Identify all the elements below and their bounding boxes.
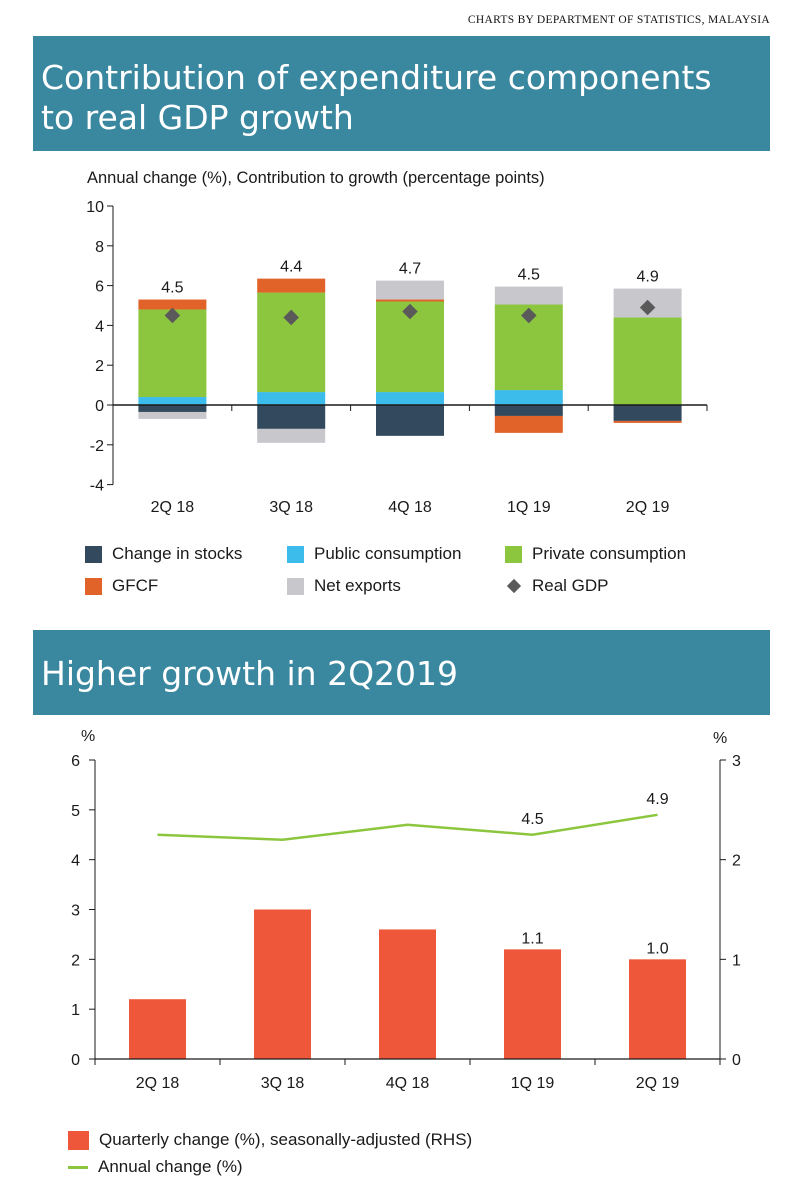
y-tick-label: 6 xyxy=(95,279,104,296)
bar-segment xyxy=(257,292,326,393)
chart1-title-banner: Contribution of expenditure components t… xyxy=(33,36,770,151)
legend-label-private-consumption: Private consumption xyxy=(532,544,687,563)
quarterly-bar xyxy=(379,929,436,1059)
chart1-subtitle: Annual change (%), Contribution to growt… xyxy=(87,169,545,187)
x-tick-label: 2Q 18 xyxy=(151,499,195,516)
left-y-tick-label: 2 xyxy=(71,952,80,969)
quarterly-bar-label: 1.0 xyxy=(646,940,668,957)
chart2-title-banner: Higher growth in 2Q2019 xyxy=(33,630,770,715)
y-tick-label: -4 xyxy=(90,478,104,495)
bar-segment xyxy=(376,405,444,436)
y-tick-label: 2 xyxy=(95,358,104,375)
real-gdp-label: 4.5 xyxy=(518,267,540,284)
bar-segment xyxy=(138,405,207,412)
x-tick-label: 4Q 18 xyxy=(386,1075,430,1092)
legend-swatch-public-consumption xyxy=(287,545,304,563)
bar-segment xyxy=(376,392,444,405)
legend-line-annual-change xyxy=(68,1165,88,1169)
bar-segment xyxy=(494,405,563,416)
legend-label-quarterly-change: Quarterly change (%), seasonally-adjuste… xyxy=(99,1130,473,1149)
bar-segment xyxy=(138,309,207,398)
legend-swatch-net-exports xyxy=(287,577,304,595)
x-tick-label: 2Q 19 xyxy=(626,499,670,516)
real-gdp-label: 4.5 xyxy=(161,280,183,297)
y-tick-label: 0 xyxy=(95,398,104,415)
real-gdp-marker xyxy=(164,307,181,324)
left-axis-unit: % xyxy=(81,728,95,745)
left-y-tick-label: 4 xyxy=(71,853,80,870)
bar-segment xyxy=(138,299,207,310)
right-y-tick-label: 1 xyxy=(732,952,741,969)
quarterly-bar xyxy=(129,999,186,1059)
x-tick-label: 1Q 19 xyxy=(507,499,551,516)
legend-quarterly-change: Quarterly change (%), seasonally-adjuste… xyxy=(68,1130,472,1150)
real-gdp-label: 4.7 xyxy=(399,261,421,278)
bar-segment xyxy=(376,280,444,300)
legend-change-in-stocks: Change in stocks xyxy=(85,544,242,564)
left-y-tick-label: 1 xyxy=(71,1002,80,1019)
bar-segment xyxy=(613,405,682,421)
bar-segment xyxy=(613,317,682,405)
bar-segment xyxy=(494,415,563,433)
chart-credit: CHARTS BY DEPARTMENT OF STATISTICS, MALA… xyxy=(467,14,770,26)
chart2-title: Higher growth in 2Q2019 xyxy=(41,654,459,693)
bar-segment xyxy=(376,299,444,302)
legend-label-annual-change: Annual change (%) xyxy=(98,1157,243,1176)
legend-label-change-in-stocks: Change in stocks xyxy=(112,544,243,563)
legend-gfcf: GFCF xyxy=(85,576,158,596)
y-tick-label: 10 xyxy=(86,199,104,216)
legend-private-consumption: Private consumption xyxy=(505,544,686,564)
legend-label-gfcf: GFCF xyxy=(112,576,159,595)
x-tick-label: 2Q 18 xyxy=(136,1075,180,1092)
bar-segment xyxy=(494,390,563,405)
right-y-tick-label: 0 xyxy=(732,1052,741,1069)
quarterly-bar xyxy=(504,949,561,1059)
legend-label-public-consumption: Public consumption xyxy=(314,544,462,563)
x-tick-label: 2Q 19 xyxy=(636,1075,680,1092)
bar-segment xyxy=(494,286,563,305)
bar-segment xyxy=(613,420,682,423)
x-tick-label: 3Q 18 xyxy=(261,1075,305,1092)
bar-segment xyxy=(257,405,326,429)
right-y-tick-label: 3 xyxy=(732,753,741,770)
legend-label-real-gdp: Real GDP xyxy=(532,576,609,595)
right-y-tick-label: 2 xyxy=(732,853,741,870)
left-y-tick-label: 3 xyxy=(71,903,80,920)
y-tick-label: 8 xyxy=(95,239,104,256)
legend-label-net-exports: Net exports xyxy=(314,576,401,595)
annual-line-label: 4.9 xyxy=(646,791,668,808)
x-tick-label: 1Q 19 xyxy=(511,1075,555,1092)
legend-annual-change: Annual change (%) xyxy=(68,1157,243,1177)
legend-swatch-quarterly-change xyxy=(68,1130,89,1150)
legend-swatch-change-in-stocks xyxy=(85,545,102,563)
bar-segment xyxy=(257,428,326,443)
x-tick-label: 3Q 18 xyxy=(269,499,313,516)
chart1-plot: 10 8 6 4 2 0 -2 -4 4.5 4.4 4.7 4.5 4.9 2Q 18 3Q 18 4Q… xyxy=(86,199,708,516)
legend-public-consumption: Public consumption xyxy=(287,544,461,564)
legend-net-exports: Net exports xyxy=(287,576,401,596)
legend-real-gdp: Real GDP xyxy=(505,576,609,596)
quarterly-bar-label: 1.1 xyxy=(521,930,543,947)
annual-change-line xyxy=(157,813,658,841)
y-tick-label: 4 xyxy=(95,318,104,335)
chart1-title: Contribution of expenditure components t… xyxy=(41,58,712,137)
bar-segment xyxy=(257,278,326,293)
bar-segment xyxy=(138,397,207,405)
legend-swatch-private-consumption xyxy=(505,545,522,563)
bar-segment xyxy=(138,411,207,419)
right-axis-unit: % xyxy=(713,730,727,747)
left-y-tick-label: 5 xyxy=(71,803,80,820)
x-tick-label: 4Q 18 xyxy=(388,499,432,516)
quarterly-bar xyxy=(254,909,311,1059)
legend-swatch-gfcf xyxy=(85,577,102,595)
bar-segment xyxy=(257,392,326,405)
quarterly-bar xyxy=(629,959,686,1059)
annual-line-label: 4.5 xyxy=(521,811,543,828)
real-gdp-label: 4.4 xyxy=(280,259,302,276)
left-y-tick-label: 6 xyxy=(71,753,80,770)
y-tick-label: -2 xyxy=(90,438,104,455)
left-y-tick-label: 0 xyxy=(71,1052,80,1069)
real-gdp-label: 4.9 xyxy=(636,269,658,286)
